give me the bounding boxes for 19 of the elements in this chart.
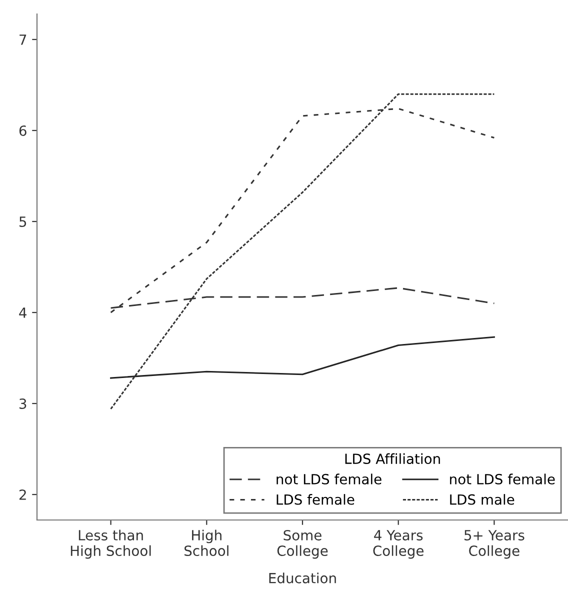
line-series <box>110 93 495 410</box>
legend-title: LDS Affiliation <box>345 453 440 464</box>
x-axis-title: Education <box>269 572 336 584</box>
y-tick-label: 5 <box>20 216 26 227</box>
y-tick-label: 6 <box>19 125 26 136</box>
y-tick-label: 2 <box>19 489 26 500</box>
y-tick-label: 3 <box>20 398 26 409</box>
x-tick-label: 5+ Years College <box>464 530 524 559</box>
x-tick-label: High School <box>184 530 228 556</box>
legend-label: not LDS female <box>450 474 555 484</box>
x-tick-label: Some College <box>277 530 328 559</box>
y-tick-label: 7 <box>20 34 26 45</box>
legend-label: LDS male <box>450 494 514 505</box>
legend-label: LDS female <box>276 494 354 505</box>
y-tick-label: 4 <box>19 308 26 318</box>
line-series <box>110 336 495 379</box>
x-tick-label: Less than High School <box>70 530 151 559</box>
legend-label: not LDS female <box>276 474 382 484</box>
x-tick-label: 4 Years College <box>373 530 424 559</box>
